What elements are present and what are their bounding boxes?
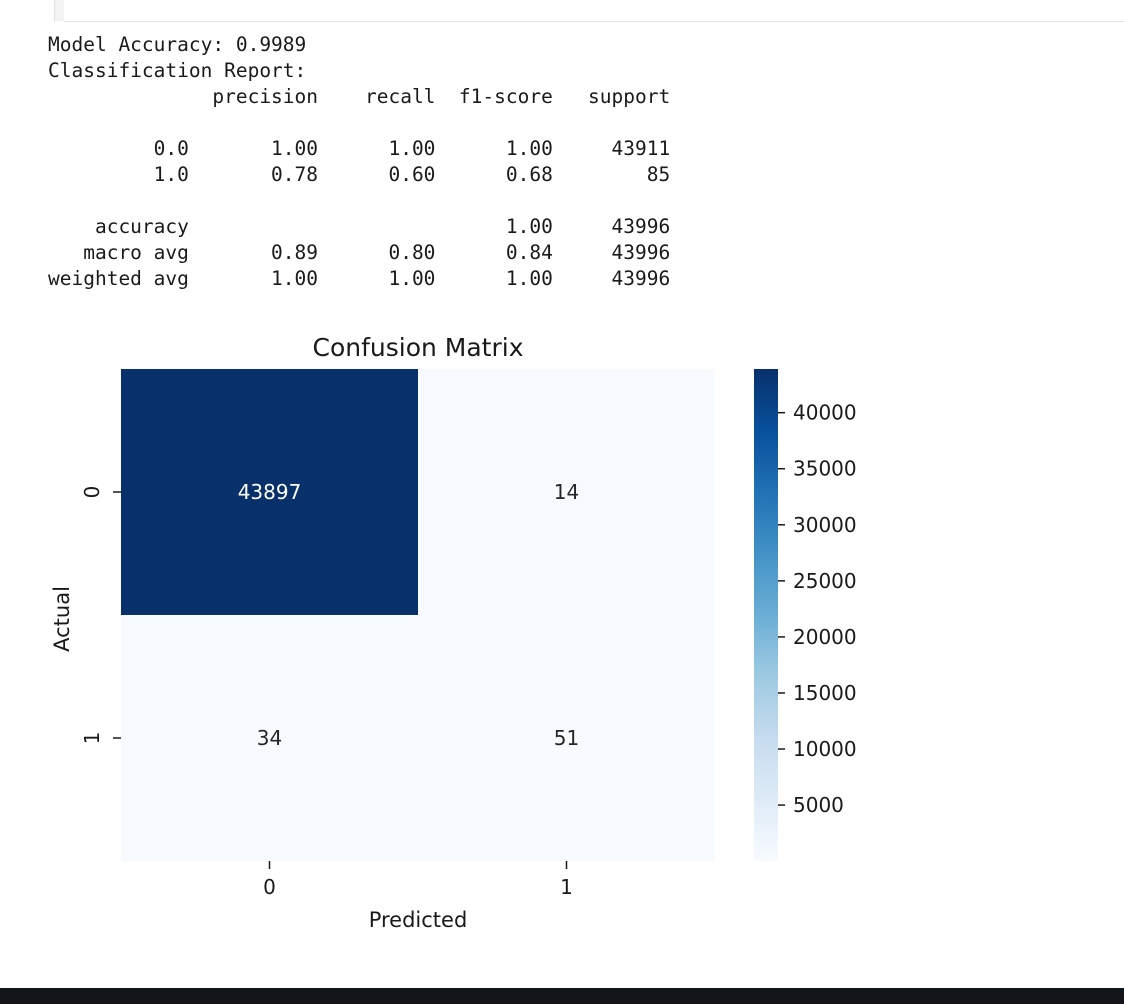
cell-top-area xyxy=(0,0,1124,23)
cell-annotation: 34 xyxy=(257,726,282,750)
cell-border xyxy=(64,21,1124,22)
colorbar-tick-label: 25000 xyxy=(793,569,857,593)
y-axis: 01 xyxy=(80,486,121,745)
colorbar-tick-label: 20000 xyxy=(793,625,857,649)
colorbar-tick-label: 35000 xyxy=(793,457,857,481)
output-line: Model Accuracy: 0.9989 xyxy=(48,33,307,56)
output-line: accuracy 1.00 43996 xyxy=(48,215,671,238)
x-tick-label: 0 xyxy=(263,875,276,899)
colorbar-tick-label: 30000 xyxy=(793,513,857,537)
heatmap-cell xyxy=(418,369,715,615)
colorbar-tick-label: 15000 xyxy=(793,681,857,705)
cell-annotation: 43897 xyxy=(238,480,302,504)
chart-title: Confusion Matrix xyxy=(312,333,523,362)
y-tick-label: 1 xyxy=(80,732,104,745)
heatmap-cell xyxy=(121,615,418,861)
y-tick-label: 0 xyxy=(80,486,104,499)
colorbar xyxy=(754,369,778,861)
colorbar-tick-label: 10000 xyxy=(793,737,857,761)
cell-output-text: Model Accuracy: 0.9989 Classification Rep… xyxy=(48,32,670,292)
x-tick-label: 1 xyxy=(560,875,573,899)
output-line: 0.0 1.00 1.00 1.00 43911 xyxy=(48,137,671,160)
cell-annotation: 51 xyxy=(554,726,579,750)
output-line: 1.0 0.78 0.60 0.68 85 xyxy=(48,163,671,186)
colorbar-tick-label: 40000 xyxy=(793,401,857,425)
cell-gutter xyxy=(54,0,64,21)
bottom-status-bar xyxy=(0,988,1124,1004)
heatmap-cell xyxy=(418,615,715,861)
y-axis-label: Actual xyxy=(50,586,74,652)
x-axis-label: Predicted xyxy=(369,908,468,932)
colorbar-ticks: 40000 35000 30000 25000 20000 15000 10000 5000 xyxy=(778,401,857,817)
colorbar-tick-label: 5000 xyxy=(793,793,844,817)
output-line: Classification Report: xyxy=(48,59,307,82)
output-line: precision recall f1-score support xyxy=(48,85,671,108)
output-line: macro avg 0.89 0.80 0.84 43996 xyxy=(48,241,671,264)
heatmap-cells xyxy=(121,369,715,861)
cell-annotation: 14 xyxy=(554,480,579,504)
heatmap-annotations: 43897 14 34 51 xyxy=(238,480,580,750)
output-line: weighted avg 1.00 1.00 1.00 43996 xyxy=(48,267,671,290)
heatmap-cell xyxy=(121,369,418,615)
